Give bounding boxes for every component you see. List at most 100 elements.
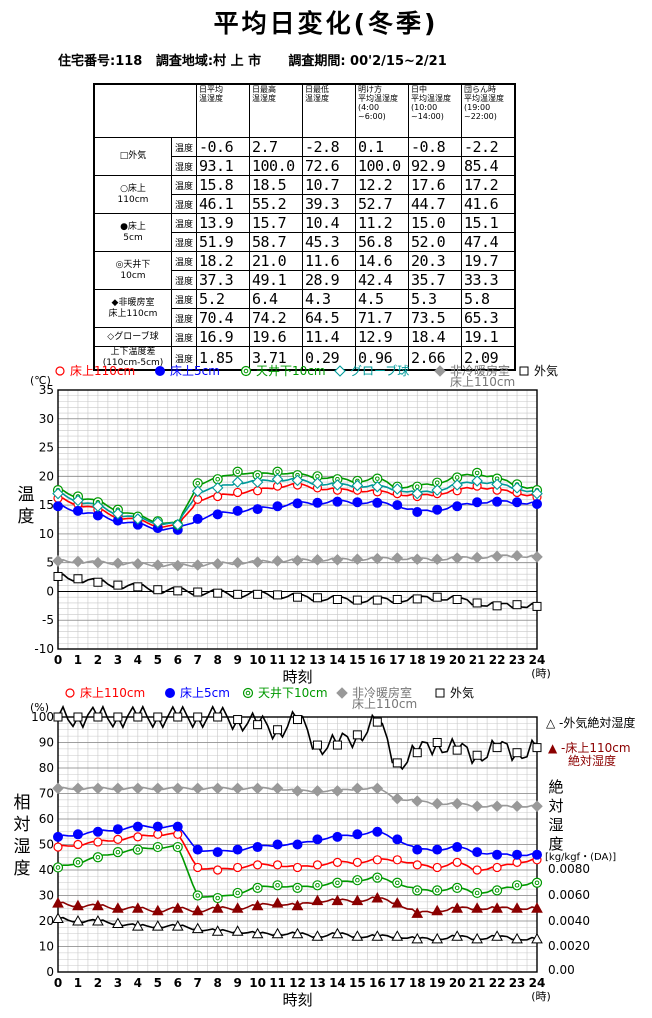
marker-inner — [243, 368, 249, 374]
data-point — [331, 927, 344, 939]
data-point — [511, 800, 523, 813]
data-point — [451, 552, 463, 564]
marker-inner — [215, 476, 220, 482]
data-point — [352, 857, 362, 867]
marker-inner — [454, 885, 460, 891]
column-header: 団らん時 平均温湿度 (19:00 ~22:00) — [461, 83, 516, 138]
data-point — [352, 497, 363, 508]
data-point — [233, 487, 243, 498]
data-point — [492, 743, 502, 753]
data-point — [232, 505, 243, 516]
temp-value: 3.71 — [249, 346, 303, 371]
y2-axis-label: 絶 — [548, 778, 563, 796]
y-axis-label: 度 — [14, 859, 31, 879]
x-tick-label: 17 — [389, 653, 406, 667]
data-point — [412, 748, 422, 758]
data-point — [53, 831, 63, 842]
data-point — [332, 877, 343, 888]
data-point — [193, 587, 203, 597]
data-point — [211, 782, 224, 795]
data-point — [113, 712, 123, 722]
hum-value: 44.7 — [408, 194, 462, 214]
x-tick-label: 2 — [94, 653, 102, 667]
x-tick-label: 10 — [249, 976, 266, 990]
survey-info: 住宅番号:118 調査地域:村 上 市 調査期間: 00'2/15~2/21 — [58, 54, 447, 69]
x-tick-label: 1 — [74, 653, 82, 667]
y-axis-label: 対 — [14, 815, 31, 835]
data-point — [92, 852, 104, 863]
legend-marker — [336, 687, 348, 699]
data-point — [291, 554, 304, 567]
hum-value: 39.3 — [302, 194, 356, 214]
x-tick-label: 14 — [329, 653, 346, 667]
data-point — [492, 849, 503, 860]
row-label: □外気 — [93, 137, 172, 176]
data-point — [352, 829, 363, 840]
data-point — [411, 907, 424, 918]
marker-inner — [514, 883, 520, 888]
y-tick-label: 50 — [39, 838, 54, 852]
data-point — [452, 595, 462, 605]
temp-value: 2.66 — [408, 346, 462, 371]
data-point — [472, 847, 483, 858]
x-tick-label: 19 — [429, 653, 446, 667]
data-point — [211, 558, 224, 570]
data-point — [471, 800, 483, 813]
y-tick-label: 20 — [39, 469, 54, 483]
table-row: 湿度 51.9 58.7 45.3 56.8 52.0 47.4 — [94, 232, 516, 252]
marker-inner — [375, 476, 380, 481]
y-unit-label: (℃) — [30, 374, 51, 387]
x-tick-label: 13 — [309, 976, 326, 990]
data-point — [112, 917, 124, 929]
data-point — [232, 466, 243, 477]
data-point — [512, 748, 522, 758]
table-row: 湿度 70.4 74.2 64.5 71.7 73.5 65.3 — [94, 308, 516, 328]
data-point — [53, 842, 63, 852]
data-point — [193, 712, 203, 722]
data-point — [231, 476, 244, 488]
legend-label: 外気 — [450, 685, 474, 700]
legend-label: 天井下10cm — [258, 686, 328, 700]
data-point — [213, 491, 223, 502]
x-tick-label: 1 — [74, 976, 82, 990]
row-label: ○床上 110cm — [93, 175, 172, 214]
data-point — [153, 585, 163, 595]
data-point — [412, 594, 422, 604]
data-point — [253, 589, 263, 599]
data-point — [132, 558, 144, 570]
data-point — [512, 600, 522, 610]
page-title: 平均日変化(冬季) — [213, 9, 439, 38]
legend-marker — [155, 366, 165, 376]
data-point — [491, 885, 503, 896]
plot-frame — [57, 389, 538, 650]
data-point — [511, 902, 523, 913]
data-point — [411, 932, 424, 944]
data-point — [133, 582, 143, 592]
data-point — [352, 730, 362, 740]
temp-value: 2.09 — [461, 346, 516, 371]
data-point — [53, 501, 63, 512]
data-point — [371, 930, 384, 941]
data-point — [52, 487, 64, 500]
x-tick-label: 18 — [409, 976, 426, 990]
hum-value: 42.4 — [355, 270, 409, 290]
data-point — [251, 927, 264, 939]
data-point — [432, 844, 443, 855]
data-point — [372, 497, 383, 508]
data-point — [492, 862, 502, 873]
marker-inner — [115, 849, 121, 855]
data-point — [472, 750, 482, 760]
data-point — [152, 516, 164, 529]
data-point — [133, 712, 143, 722]
data-point — [152, 782, 164, 795]
x-tick-label: 11 — [269, 653, 286, 667]
y-axis-label: 湿 — [14, 837, 31, 857]
data-point — [112, 824, 123, 835]
marker-inner — [175, 844, 181, 850]
marker-inner — [335, 880, 340, 886]
data-point — [391, 552, 404, 564]
hum-value: 37.3 — [196, 270, 250, 290]
data-point — [331, 785, 344, 797]
legend-marker — [240, 365, 252, 377]
data-point — [52, 897, 64, 908]
